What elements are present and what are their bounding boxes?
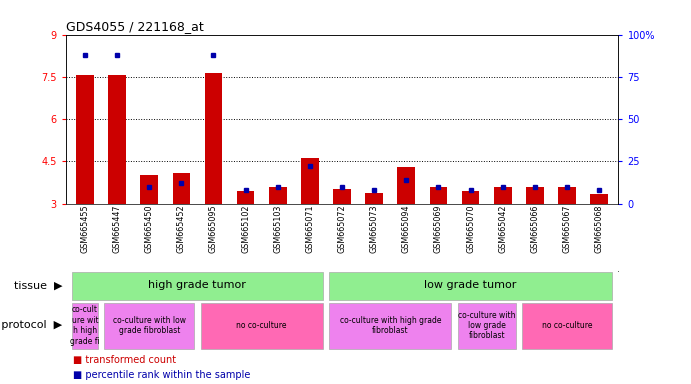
Bar bbox=[301, 159, 319, 204]
Bar bbox=[522, 303, 612, 349]
Text: GSM665102: GSM665102 bbox=[241, 205, 250, 253]
Bar bbox=[494, 187, 511, 204]
Text: co-culture with low
grade fibroblast: co-culture with low grade fibroblast bbox=[113, 316, 186, 335]
Bar bbox=[430, 187, 447, 204]
Text: GSM665071: GSM665071 bbox=[305, 205, 314, 253]
Bar bbox=[173, 172, 190, 204]
Bar bbox=[205, 73, 223, 204]
Text: low grade tumor: low grade tumor bbox=[424, 280, 517, 290]
Text: co-cult
ure wit
h high
grade fi: co-cult ure wit h high grade fi bbox=[70, 305, 100, 346]
Bar bbox=[237, 191, 254, 204]
Text: high grade tumor: high grade tumor bbox=[149, 280, 247, 290]
Bar bbox=[140, 175, 158, 204]
Bar bbox=[366, 193, 383, 204]
Bar bbox=[558, 187, 576, 204]
Text: GSM665094: GSM665094 bbox=[402, 205, 411, 253]
Text: GSM665072: GSM665072 bbox=[337, 205, 347, 253]
Bar bbox=[457, 303, 515, 349]
Bar bbox=[333, 189, 351, 204]
Bar bbox=[108, 75, 126, 204]
Text: GSM665073: GSM665073 bbox=[370, 205, 379, 253]
Text: GSM665103: GSM665103 bbox=[273, 205, 282, 253]
Text: GSM665069: GSM665069 bbox=[434, 205, 443, 253]
Text: GSM665068: GSM665068 bbox=[595, 205, 604, 253]
Text: GSM665447: GSM665447 bbox=[113, 205, 122, 253]
Bar bbox=[329, 303, 451, 349]
Text: co-culture with high grade
fibroblast: co-culture with high grade fibroblast bbox=[339, 316, 441, 335]
Bar bbox=[526, 187, 544, 204]
Bar bbox=[200, 303, 323, 349]
Text: no co-culture: no co-culture bbox=[236, 321, 287, 330]
Text: GSM665452: GSM665452 bbox=[177, 205, 186, 253]
Bar bbox=[104, 303, 194, 349]
Text: GSM665042: GSM665042 bbox=[498, 205, 507, 253]
Text: no co-culture: no co-culture bbox=[542, 321, 592, 330]
Text: ■ transformed count: ■ transformed count bbox=[73, 355, 176, 365]
Bar bbox=[397, 167, 415, 204]
Text: co-culture with
low grade
fibroblast: co-culture with low grade fibroblast bbox=[458, 311, 515, 340]
Bar bbox=[76, 75, 94, 204]
Text: GSM665067: GSM665067 bbox=[562, 205, 571, 253]
Bar bbox=[329, 272, 612, 300]
Bar bbox=[462, 191, 480, 204]
Bar bbox=[72, 272, 323, 300]
Text: GSM665450: GSM665450 bbox=[144, 205, 153, 253]
Bar bbox=[590, 194, 608, 204]
Text: tissue  ▶: tissue ▶ bbox=[14, 280, 62, 290]
Bar bbox=[269, 187, 287, 204]
Bar bbox=[72, 303, 98, 349]
Text: GDS4055 / 221168_at: GDS4055 / 221168_at bbox=[66, 20, 203, 33]
Text: GSM665070: GSM665070 bbox=[466, 205, 475, 253]
Text: GSM665066: GSM665066 bbox=[531, 205, 540, 253]
Text: ■ percentile rank within the sample: ■ percentile rank within the sample bbox=[73, 370, 250, 380]
Text: growth protocol  ▶: growth protocol ▶ bbox=[0, 320, 62, 330]
Text: GSM665455: GSM665455 bbox=[80, 205, 89, 253]
Text: GSM665095: GSM665095 bbox=[209, 205, 218, 253]
